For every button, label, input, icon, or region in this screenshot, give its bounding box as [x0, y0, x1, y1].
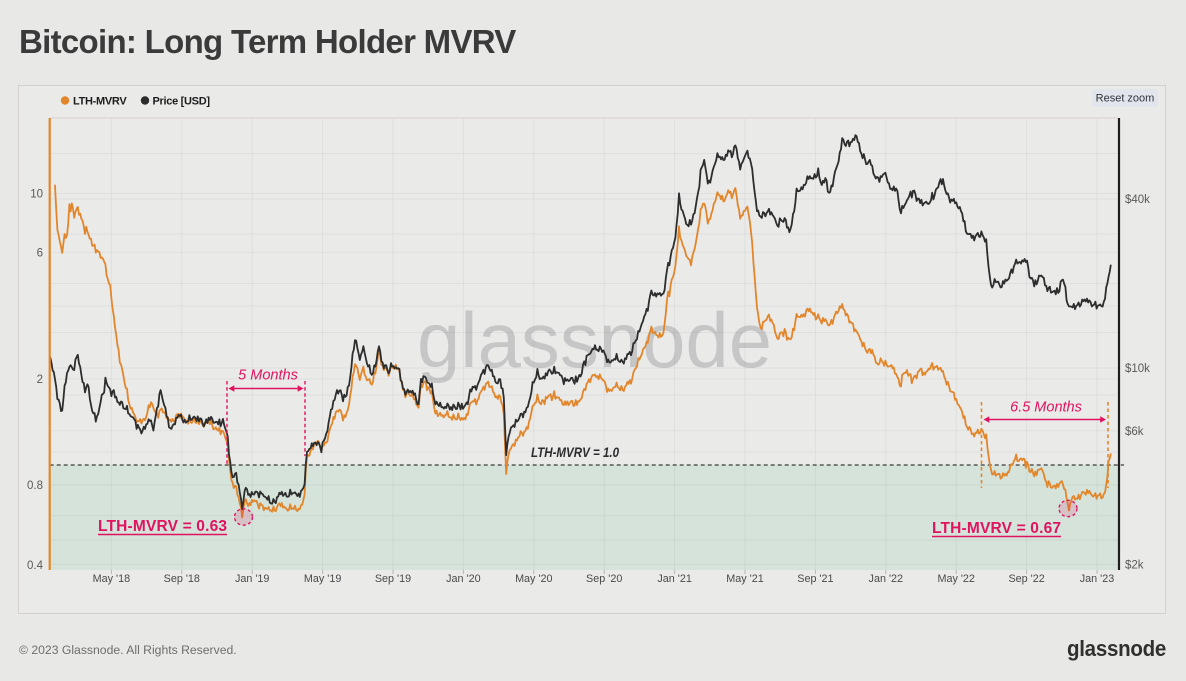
svg-text:May '18: May '18 [93, 573, 130, 585]
svg-text:Reset zoom: Reset zoom [1096, 93, 1155, 105]
svg-text:6: 6 [37, 247, 43, 259]
svg-text:May '19: May '19 [304, 573, 341, 585]
svg-text:5 Months: 5 Months [238, 368, 298, 384]
svg-text:© 2023 Glassnode. All Rights R: © 2023 Glassnode. All Rights Reserved. [19, 643, 237, 657]
svg-text:LTH-MVRV = 0.67: LTH-MVRV = 0.67 [932, 520, 1061, 537]
svg-text:Jan '22: Jan '22 [869, 573, 903, 585]
svg-text:LTH-MVRV = 0.63: LTH-MVRV = 0.63 [98, 518, 227, 535]
svg-text:Jan '23: Jan '23 [1080, 573, 1114, 585]
svg-text:$10k: $10k [1125, 363, 1150, 375]
svg-text:Sep '18: Sep '18 [164, 573, 200, 585]
svg-text:glassnode: glassnode [417, 296, 772, 384]
svg-text:0.4: 0.4 [27, 560, 44, 572]
svg-text:6.5 Months: 6.5 Months [1010, 400, 1082, 416]
svg-text:$2k: $2k [1125, 559, 1144, 571]
svg-text:May '21: May '21 [726, 573, 763, 585]
svg-text:Sep '22: Sep '22 [1008, 573, 1044, 585]
svg-text:Jan '21: Jan '21 [657, 573, 691, 585]
svg-text:LTH-MVRV = 1.0: LTH-MVRV = 1.0 [531, 444, 619, 460]
svg-text:May '20: May '20 [515, 573, 552, 585]
svg-text:Sep '20: Sep '20 [586, 573, 622, 585]
svg-text:$6k: $6k [1125, 426, 1144, 438]
svg-text:Jan '20: Jan '20 [446, 573, 480, 585]
svg-text:Jan '19: Jan '19 [235, 573, 269, 585]
svg-text:$40k: $40k [1125, 194, 1150, 206]
svg-text:glassnode: glassnode [1067, 636, 1166, 661]
svg-text:0.8: 0.8 [27, 480, 43, 492]
svg-text:Price [USD]: Price [USD] [153, 96, 211, 108]
svg-text:2: 2 [37, 374, 43, 386]
svg-text:10: 10 [30, 189, 43, 201]
svg-text:LTH-MVRV: LTH-MVRV [73, 96, 127, 108]
svg-text:Sep '19: Sep '19 [375, 573, 411, 585]
svg-text:Sep '21: Sep '21 [797, 573, 833, 585]
svg-text:Bitcoin: Long Term Holder MVRV: Bitcoin: Long Term Holder MVRV [19, 23, 516, 60]
svg-text:May '22: May '22 [937, 573, 974, 585]
